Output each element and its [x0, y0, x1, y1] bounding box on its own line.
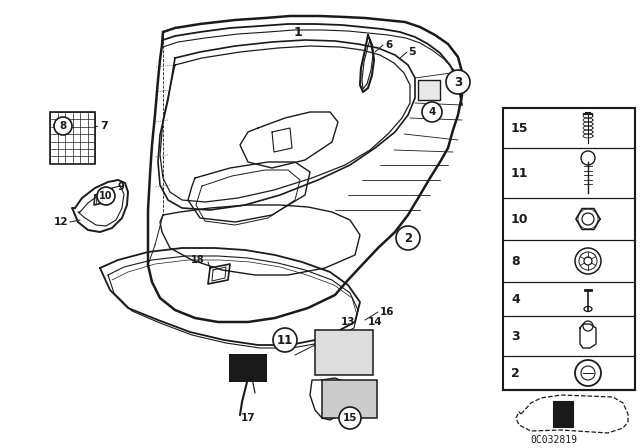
Bar	[322, 380, 377, 418]
Text: 5: 5	[408, 47, 415, 57]
Text: 18: 18	[191, 255, 205, 265]
Text: 7: 7	[100, 121, 108, 131]
Text: 9: 9	[118, 182, 125, 192]
Text: 15: 15	[343, 413, 357, 423]
Text: 14: 14	[368, 317, 383, 327]
Text: 17: 17	[241, 413, 255, 423]
Circle shape	[273, 328, 297, 352]
Circle shape	[446, 70, 470, 94]
Text: 13: 13	[340, 317, 355, 327]
Text: 11: 11	[511, 167, 529, 180]
Circle shape	[339, 407, 361, 429]
Bar	[503, 108, 635, 390]
Bar	[315, 330, 373, 375]
Bar	[418, 80, 440, 100]
Text: 11: 11	[277, 333, 293, 346]
Text: 10: 10	[99, 191, 113, 201]
Bar	[50, 112, 95, 164]
Text: 8: 8	[60, 121, 67, 131]
Text: 0C032819: 0C032819	[530, 435, 577, 445]
Circle shape	[422, 102, 442, 122]
Text: 6: 6	[385, 40, 392, 50]
Polygon shape	[553, 401, 573, 427]
Text: 3: 3	[511, 329, 520, 343]
Text: 10: 10	[511, 212, 529, 225]
Text: 12: 12	[54, 217, 68, 227]
Text: 15: 15	[511, 121, 529, 134]
Circle shape	[97, 187, 115, 205]
Text: 2: 2	[511, 366, 520, 379]
Text: 3: 3	[454, 76, 462, 89]
Circle shape	[54, 117, 72, 135]
Circle shape	[396, 226, 420, 250]
Text: 8: 8	[511, 254, 520, 267]
Text: 4: 4	[511, 293, 520, 306]
Text: 16: 16	[380, 307, 394, 317]
Text: 2: 2	[404, 232, 412, 245]
Text: 1: 1	[294, 26, 302, 39]
Text: 4: 4	[428, 107, 436, 117]
